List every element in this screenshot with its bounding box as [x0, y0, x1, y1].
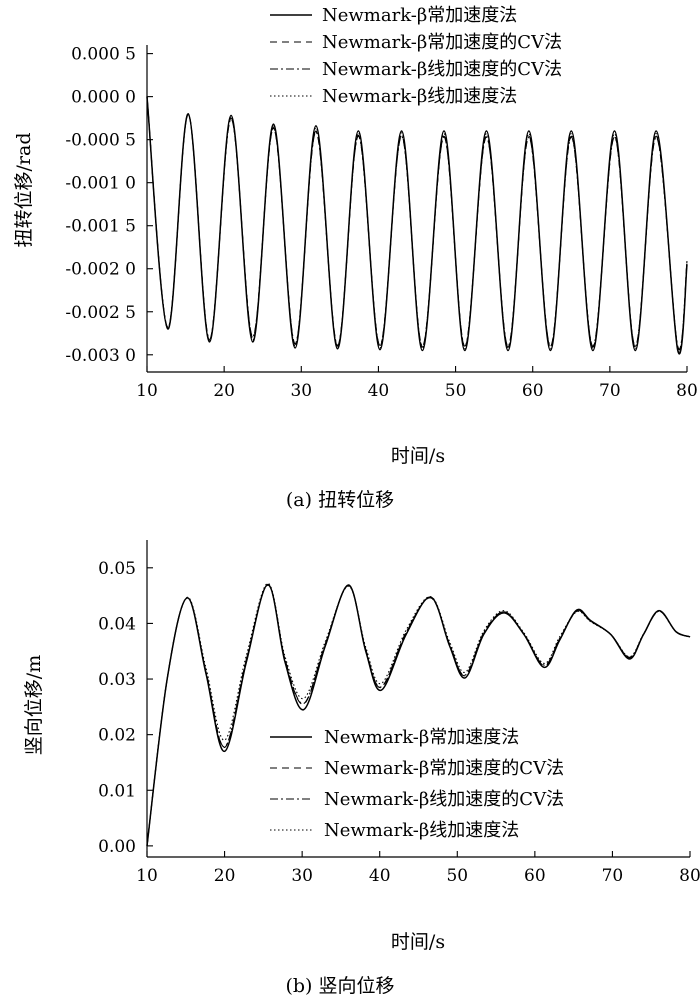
- series-line-4: [146, 582, 691, 846]
- legend-label-3: Newmark-β线加速度的CV法: [322, 59, 562, 80]
- chart-torsion-displacement: 10 20 30 40 50 60 70 80 0.000 5 0.000 0 -0.000 5 -0…: [13, 5, 698, 511]
- x-tick-label: 30: [291, 866, 313, 886]
- y-tick-label: 0.01: [98, 781, 136, 801]
- x-axis-label-a: 时间/s: [391, 445, 445, 467]
- y-axis-label-a: 扭转位移/rad: [13, 133, 35, 248]
- x-tick-label: 80: [679, 866, 700, 886]
- x-tick-label: 70: [599, 381, 621, 401]
- y-tick-label: -0.000 5: [65, 131, 136, 151]
- y-tick-label: -0.002 0: [65, 260, 136, 280]
- x-tick-label: 30: [290, 381, 312, 401]
- y-tick-label: 0.02: [98, 726, 136, 746]
- x-tick-label: 10: [136, 866, 158, 886]
- x-tick-label: 40: [368, 381, 390, 401]
- plot-area-b: 10 20 30 40 50 60 70 80 0.00 0.01 0.02 0.03 0.04 0.05…: [98, 540, 700, 886]
- y-tick-label: -0.001 0: [65, 174, 136, 194]
- x-tick-label: 70: [602, 866, 624, 886]
- legend-label-1: Newmark-β常加速度法: [324, 727, 519, 748]
- caption-b: (b) 竖向位移: [285, 975, 394, 997]
- series-line-3: [146, 584, 691, 846]
- y-tick-label: 0.03: [98, 670, 136, 690]
- y-axis-label-b: 竖向位移/m: [23, 655, 45, 755]
- caption-a: (a) 扭转位移: [286, 489, 394, 511]
- plot-area-a: 10 20 30 40 50 60 70 80 0.000 5 0.000 0 -0.000 5 -0…: [65, 5, 697, 401]
- x-tick-label: 60: [524, 866, 546, 886]
- x-tick-label: 20: [213, 381, 235, 401]
- y-tick-label: 0.04: [98, 614, 136, 634]
- legend-label-3: Newmark-β线加速度的CV法: [324, 789, 564, 810]
- legend-label-2: Newmark-β常加速度的CV法: [324, 758, 564, 779]
- x-tick-label: 60: [522, 381, 544, 401]
- x-tick-label: 50: [445, 381, 467, 401]
- x-axis-label-b: 时间/s: [391, 931, 445, 953]
- x-tick-label: 40: [369, 866, 391, 886]
- x-tick-label: 20: [214, 866, 236, 886]
- legend-label-4: Newmark-β线加速度法: [322, 86, 517, 107]
- legend: Newmark-β常加速度法 Newmark-β常加速度的CV法 Newmark-β…: [270, 727, 564, 841]
- y-tick-label: 0.05: [98, 559, 136, 579]
- legend: Newmark-β常加速度法 Newmark-β常加速度的CV法 Newmark-β…: [270, 5, 562, 107]
- x-tick-label: 80: [676, 381, 698, 401]
- x-tick-label: 50: [446, 866, 468, 886]
- chart-vertical-displacement: 10 20 30 40 50 60 70 80 0.00 0.01 0.02 0.03 0.04 0.05…: [23, 540, 700, 997]
- y-tick-label: -0.003 0: [65, 346, 136, 366]
- y-tick-label: 0.00: [98, 837, 136, 857]
- y-tick-label: -0.001 5: [65, 217, 136, 237]
- y-tick-label: -0.002 5: [65, 303, 136, 323]
- series-line-4: [146, 96, 688, 353]
- legend-label-1: Newmark-β常加速度法: [322, 5, 517, 26]
- x-tick-label: 10: [136, 381, 158, 401]
- legend-label-4: Newmark-β线加速度法: [324, 820, 519, 841]
- legend-label-2: Newmark-β常加速度的CV法: [322, 32, 562, 53]
- y-tick-label: 0.000 5: [71, 45, 136, 65]
- y-tick-label: 0.000 0: [71, 88, 136, 108]
